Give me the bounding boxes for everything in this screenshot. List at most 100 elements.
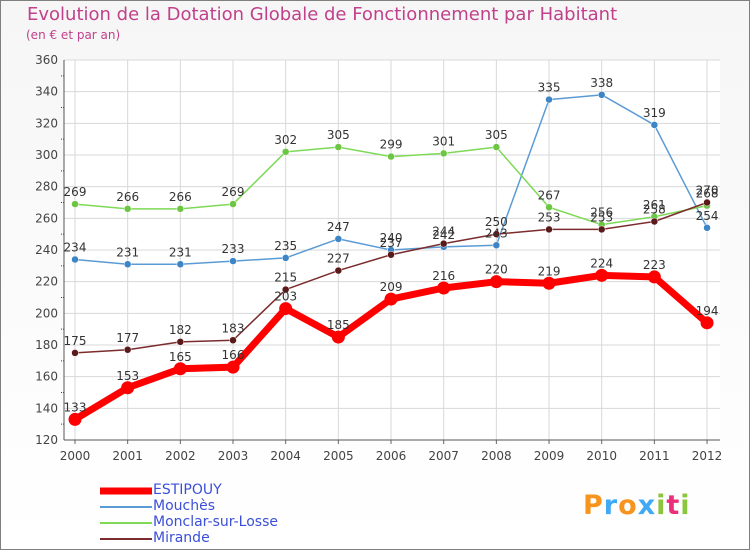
y-tick-label: 120: [35, 433, 58, 447]
x-tick-label: 2012: [692, 449, 723, 463]
data-label-mirande: 183: [222, 321, 245, 335]
logo-letter: P: [583, 490, 604, 521]
data-point-mouch-s: [123, 260, 132, 268]
data-point-mouch-s: [229, 257, 237, 265]
x-tick-label: 2011: [639, 449, 670, 463]
data-point-estipouy: [542, 276, 556, 290]
data-label-mouch-s: 231: [169, 245, 192, 259]
x-tick-label: 2004: [270, 449, 301, 463]
data-point-mirande: [229, 336, 237, 344]
data-label-mirande: 175: [64, 334, 87, 348]
data-label-monclar-sur-losse: 256: [590, 206, 613, 220]
data-label-mirande: 237: [380, 236, 403, 250]
data-point-estipouy: [384, 292, 398, 306]
data-point-mirande: [387, 251, 395, 259]
data-point-mouch-s: [176, 260, 185, 268]
data-label-monclar-sur-losse: 267: [538, 188, 561, 202]
logo-letter: t: [666, 490, 681, 521]
data-label-mouch-s: 243: [485, 226, 508, 240]
y-tick-label: 220: [35, 275, 58, 289]
data-label-estipouy: 133: [64, 400, 87, 414]
data-label-mouch-s: 254: [696, 209, 719, 223]
y-tick-label: 260: [35, 211, 58, 225]
data-point-mouch-s: [281, 254, 290, 262]
x-tick-label: 2008: [481, 449, 512, 463]
data-label-mirande: 227: [327, 252, 350, 266]
data-point-estipouy: [700, 316, 714, 330]
data-label-estipouy: 219: [538, 264, 561, 278]
data-label-monclar-sur-losse: 305: [327, 128, 350, 142]
data-point-mirande: [492, 230, 501, 238]
data-point-estipouy: [279, 302, 293, 316]
data-label-estipouy: 153: [116, 369, 139, 383]
proxiti-logo: Proxiti: [583, 490, 691, 521]
data-label-mirande: 250: [485, 215, 508, 229]
data-point-estipouy: [437, 281, 451, 295]
data-label-monclar-sur-losse: 299: [380, 138, 403, 152]
legend-label: Monclar-sur-Losse: [153, 514, 278, 530]
data-label-monclar-sur-losse: 266: [169, 190, 192, 204]
data-label-monclar-sur-losse: 301: [432, 134, 455, 148]
data-label-estipouy: 224: [590, 256, 613, 270]
data-point-mouch-s: [545, 95, 553, 104]
data-label-monclar-sur-losse: 305: [485, 128, 508, 142]
x-tick-label: 2010: [586, 449, 617, 463]
y-tick-label: 200: [35, 306, 58, 320]
data-point-monclar-sur-losse: [123, 205, 132, 213]
data-point-monclar-sur-losse: [281, 148, 290, 156]
data-label-monclar-sur-losse: 302: [274, 133, 297, 147]
data-label-estipouy: 209: [380, 280, 403, 294]
data-point-monclar-sur-losse: [492, 143, 501, 151]
x-tick-label: 2007: [428, 449, 459, 463]
y-tick-label: 360: [35, 53, 58, 67]
data-point-mirande: [439, 239, 448, 248]
data-label-estipouy: 185: [327, 318, 350, 332]
data-point-mouch-s: [71, 255, 79, 264]
data-point-mouch-s: [597, 91, 606, 99]
data-label-mouch-s: 338: [590, 76, 613, 90]
data-label-mirande: 258: [643, 203, 666, 217]
logo-letter: i: [680, 490, 691, 521]
data-point-mirande: [334, 266, 343, 275]
logo-letter: r: [603, 490, 619, 521]
data-point-mirande: [176, 338, 185, 346]
data-point-mouch-s: [703, 224, 711, 232]
data-label-estipouy: 194: [696, 304, 719, 318]
data-point-estipouy: [121, 381, 135, 395]
data-point-estipouy: [489, 275, 503, 289]
data-label-mouch-s: 235: [274, 239, 297, 253]
data-label-monclar-sur-losse: 269: [222, 185, 245, 199]
data-label-estipouy: 223: [643, 258, 666, 272]
data-point-mouch-s: [492, 241, 501, 249]
x-tick-label: 2003: [218, 449, 249, 463]
data-point-mirande: [281, 285, 290, 294]
data-point-mouch-s: [334, 235, 343, 243]
data-label-mirande: 253: [538, 210, 561, 224]
data-label-mirande: 182: [169, 323, 192, 337]
data-point-mirande: [71, 349, 79, 357]
legend-label: ESTIPOUY: [153, 482, 222, 498]
x-tick-label: 2002: [165, 449, 196, 463]
chart-subtitle: (en € et par an): [26, 28, 121, 42]
data-label-mirande: 177: [116, 331, 139, 345]
data-point-mirande: [123, 346, 132, 354]
data-point-monclar-sur-losse: [71, 200, 79, 208]
x-tick-label: 2001: [112, 449, 143, 463]
data-label-estipouy: 166: [222, 348, 245, 362]
y-tick-label: 300: [35, 148, 58, 162]
data-label-estipouy: 165: [169, 350, 192, 364]
logo-letter: i: [656, 490, 667, 521]
y-tick-label: 160: [35, 370, 58, 384]
x-tick-label: 2009: [534, 449, 565, 463]
data-point-mirande: [650, 217, 659, 226]
data-label-monclar-sur-losse: 266: [116, 190, 139, 204]
data-label-estipouy: 220: [485, 263, 508, 277]
data-label-mouch-s: 233: [222, 242, 245, 256]
data-point-monclar-sur-losse: [229, 200, 237, 208]
y-tick-label: 280: [35, 180, 58, 194]
logo-letter: o: [618, 490, 638, 521]
data-label-mirande: 253: [590, 210, 613, 224]
x-tick-label: 2000: [60, 449, 91, 463]
data-point-estipouy: [331, 330, 345, 344]
data-point-estipouy: [226, 360, 240, 374]
